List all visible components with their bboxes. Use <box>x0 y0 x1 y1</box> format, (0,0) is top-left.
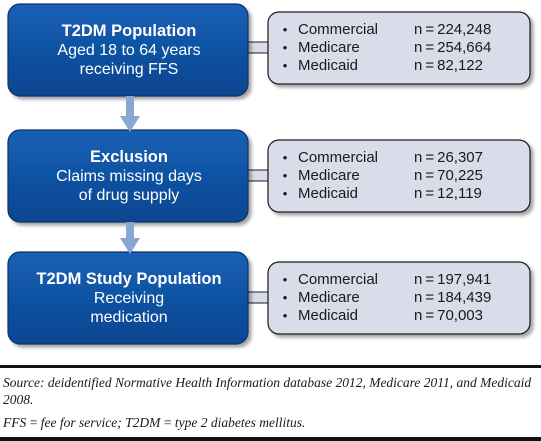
count-value: n = 254,664 <box>414 39 492 56</box>
count-box-2 <box>267 139 531 213</box>
stage-2-label: Exclusion Claims missing days of drug su… <box>10 130 248 222</box>
count-category: Medicare <box>298 39 360 56</box>
stage-box-3 <box>7 251 249 345</box>
down-arrow-1 <box>120 96 140 132</box>
count-category: Medicaid <box>298 307 359 324</box>
count-value: n = 12,119 <box>414 185 482 202</box>
count-row: • Medicaid n = 70,003 <box>270 307 530 325</box>
stage-3-label: T2DM Study Population Receiving medicati… <box>10 252 248 344</box>
bullet: • <box>282 40 288 55</box>
count-category: Commercial <box>298 271 379 288</box>
count-box-1 <box>267 11 531 85</box>
bullet: • <box>282 150 288 165</box>
stage-2-counts: • Commercial n = 26,307 • Medicare n = 7… <box>270 140 530 212</box>
count-row: • Medicaid n = 82,122 <box>270 57 530 75</box>
count-row: • Medicare n = 70,225 <box>270 167 530 185</box>
count-category: Medicaid <box>298 185 359 202</box>
count-value: n = 184,439 <box>414 289 492 306</box>
count-value: n = 197,941 <box>414 271 492 288</box>
footer-rule-top <box>0 365 541 368</box>
stage-1-line-2: receiving FFS <box>79 60 179 78</box>
bullet: • <box>282 290 288 305</box>
bullet: • <box>282 272 288 287</box>
stage-2-line-2: of drug supply <box>78 186 180 204</box>
stage-1-label: T2DM Population Aged 18 to 64 years rece… <box>10 4 248 96</box>
diagram-shapes <box>7 3 531 345</box>
count-row: • Medicare n = 184,439 <box>270 289 530 307</box>
bullet: • <box>282 308 288 323</box>
count-category: Medicare <box>298 167 360 184</box>
stage-3-line-1: Receiving <box>93 289 165 307</box>
count-value: n = 70,225 <box>414 167 483 184</box>
bullet: • <box>282 186 288 201</box>
count-value: n = 26,307 <box>414 149 483 166</box>
count-row: • Medicare n = 254,664 <box>270 39 530 57</box>
stage-1-counts: • Commercial n = 224,248 • Medicare n = … <box>270 12 530 84</box>
bullet: • <box>282 58 288 73</box>
stage-2-title: Exclusion <box>90 147 168 166</box>
stage-2-line-1: Claims missing days <box>56 167 202 185</box>
stage-3-title: T2DM Study Population <box>36 269 222 288</box>
count-category: Commercial <box>298 21 379 38</box>
source-note: Source: deidentified Normative Health In… <box>3 375 532 407</box>
stage-3-line-2: medication <box>90 308 168 326</box>
footer-rule-bottom <box>0 437 541 441</box>
count-value: n = 70,003 <box>414 307 483 324</box>
count-category: Medicare <box>298 289 360 306</box>
down-arrow-2 <box>120 222 140 254</box>
abbreviations-note: FFS = fee for service; T2DM = type 2 dia… <box>3 415 306 430</box>
flow-diagram: T2DM Population Aged 18 to 64 years rece… <box>7 3 531 345</box>
count-row: • Medicaid n = 12,119 <box>270 185 530 203</box>
count-value: n = 224,248 <box>414 21 492 38</box>
count-category: Medicaid <box>298 57 359 74</box>
bullet: • <box>282 168 288 183</box>
count-category: Commercial <box>298 149 379 166</box>
count-row: • Commercial n = 197,941 <box>270 271 530 289</box>
stage-1-title: T2DM Population <box>61 21 197 40</box>
count-row: • Commercial n = 26,307 <box>270 149 530 167</box>
bullet: • <box>282 22 288 37</box>
count-row: • Commercial n = 224,248 <box>270 21 530 39</box>
stage-3-counts: • Commercial n = 197,941 • Medicare n = … <box>270 262 530 334</box>
stage-1-line-1: Aged 18 to 64 years <box>57 41 201 59</box>
count-value: n = 82,122 <box>414 57 483 74</box>
count-box-3 <box>267 261 531 335</box>
